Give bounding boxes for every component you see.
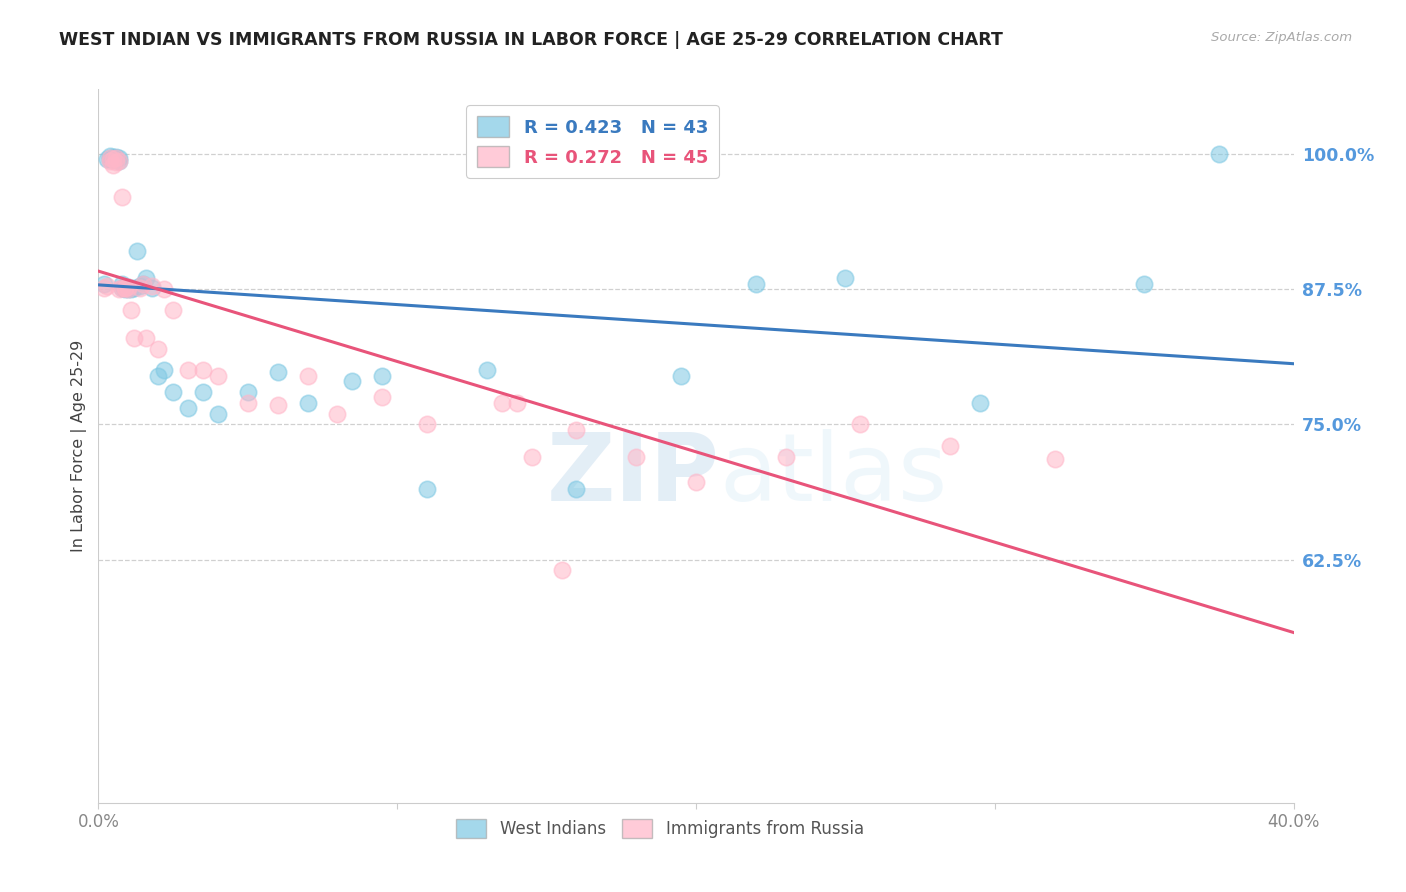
Point [114, 281, 136, 295]
Text: Source: ZipAtlas.com: Source: ZipAtlas.com [1212, 31, 1353, 45]
Point [506, 396, 529, 410]
Point [326, 407, 349, 421]
Point [117, 282, 139, 296]
Point [1208, 147, 1230, 161]
Point [135, 271, 157, 285]
Point [98, 149, 122, 163]
Point [207, 368, 229, 383]
Point [103, 150, 125, 164]
Point [416, 417, 439, 432]
Point [162, 384, 184, 399]
Point [108, 153, 131, 168]
Point [685, 475, 707, 489]
Point [297, 396, 319, 410]
Point [103, 153, 125, 167]
Point [96, 279, 118, 293]
Point [129, 281, 152, 295]
Point [132, 277, 155, 291]
Point [111, 281, 134, 295]
Point [297, 368, 319, 383]
Point [969, 396, 991, 410]
Point [371, 368, 394, 383]
Point [108, 153, 131, 168]
Point [124, 331, 146, 345]
Point [117, 282, 139, 296]
Point [108, 282, 131, 296]
Point [177, 401, 200, 416]
Point [1133, 277, 1156, 291]
Point [191, 384, 214, 399]
Point [669, 368, 692, 383]
Point [207, 407, 229, 421]
Point [105, 154, 128, 169]
Point [153, 282, 176, 296]
Point [416, 482, 439, 496]
Point [111, 190, 134, 204]
Point [475, 363, 498, 377]
Point [124, 281, 146, 295]
Text: ZIP: ZIP [547, 428, 720, 521]
Point [491, 396, 513, 410]
Point [98, 153, 122, 167]
Point [153, 363, 176, 377]
Point [93, 277, 115, 291]
Point [191, 363, 214, 377]
Point [114, 281, 136, 295]
Text: WEST INDIAN VS IMMIGRANTS FROM RUSSIA IN LABOR FORCE | AGE 25-29 CORRELATION CHA: WEST INDIAN VS IMMIGRANTS FROM RUSSIA IN… [59, 31, 1002, 49]
Point [132, 277, 155, 291]
Point [114, 281, 136, 295]
Point [117, 280, 139, 294]
Point [103, 153, 125, 167]
Point [129, 279, 152, 293]
Text: atlas: atlas [720, 428, 948, 521]
Point [236, 396, 259, 410]
Point [117, 280, 139, 294]
Point [267, 366, 290, 380]
Point [148, 342, 170, 356]
Point [148, 368, 170, 383]
Point [550, 563, 572, 577]
Point [939, 439, 962, 453]
Point [93, 281, 115, 295]
Point [745, 277, 768, 291]
Point [105, 150, 128, 164]
Point [236, 384, 259, 399]
Point [342, 374, 364, 388]
Y-axis label: In Labor Force | Age 25-29: In Labor Force | Age 25-29 [72, 340, 87, 552]
Point [565, 482, 588, 496]
Point [108, 152, 131, 166]
Point [520, 450, 543, 464]
Point [120, 282, 142, 296]
Point [105, 152, 128, 166]
Legend: West Indians, Immigrants from Russia: West Indians, Immigrants from Russia [450, 812, 870, 845]
Point [177, 363, 200, 377]
Point [114, 282, 136, 296]
Point [111, 281, 134, 295]
Point [834, 271, 856, 285]
Point [775, 450, 797, 464]
Point [1043, 452, 1066, 467]
Point [141, 279, 163, 293]
Point [267, 398, 290, 412]
Point [371, 390, 394, 404]
Point [96, 153, 118, 167]
Point [98, 152, 122, 166]
Point [98, 153, 122, 168]
Point [626, 450, 648, 464]
Point [111, 277, 134, 291]
Point [162, 302, 184, 317]
Point [105, 153, 128, 167]
Point [103, 158, 125, 172]
Point [135, 331, 157, 345]
Point [565, 423, 588, 437]
Point [141, 281, 163, 295]
Point [120, 302, 142, 317]
Point [127, 244, 149, 259]
Point [849, 417, 872, 432]
